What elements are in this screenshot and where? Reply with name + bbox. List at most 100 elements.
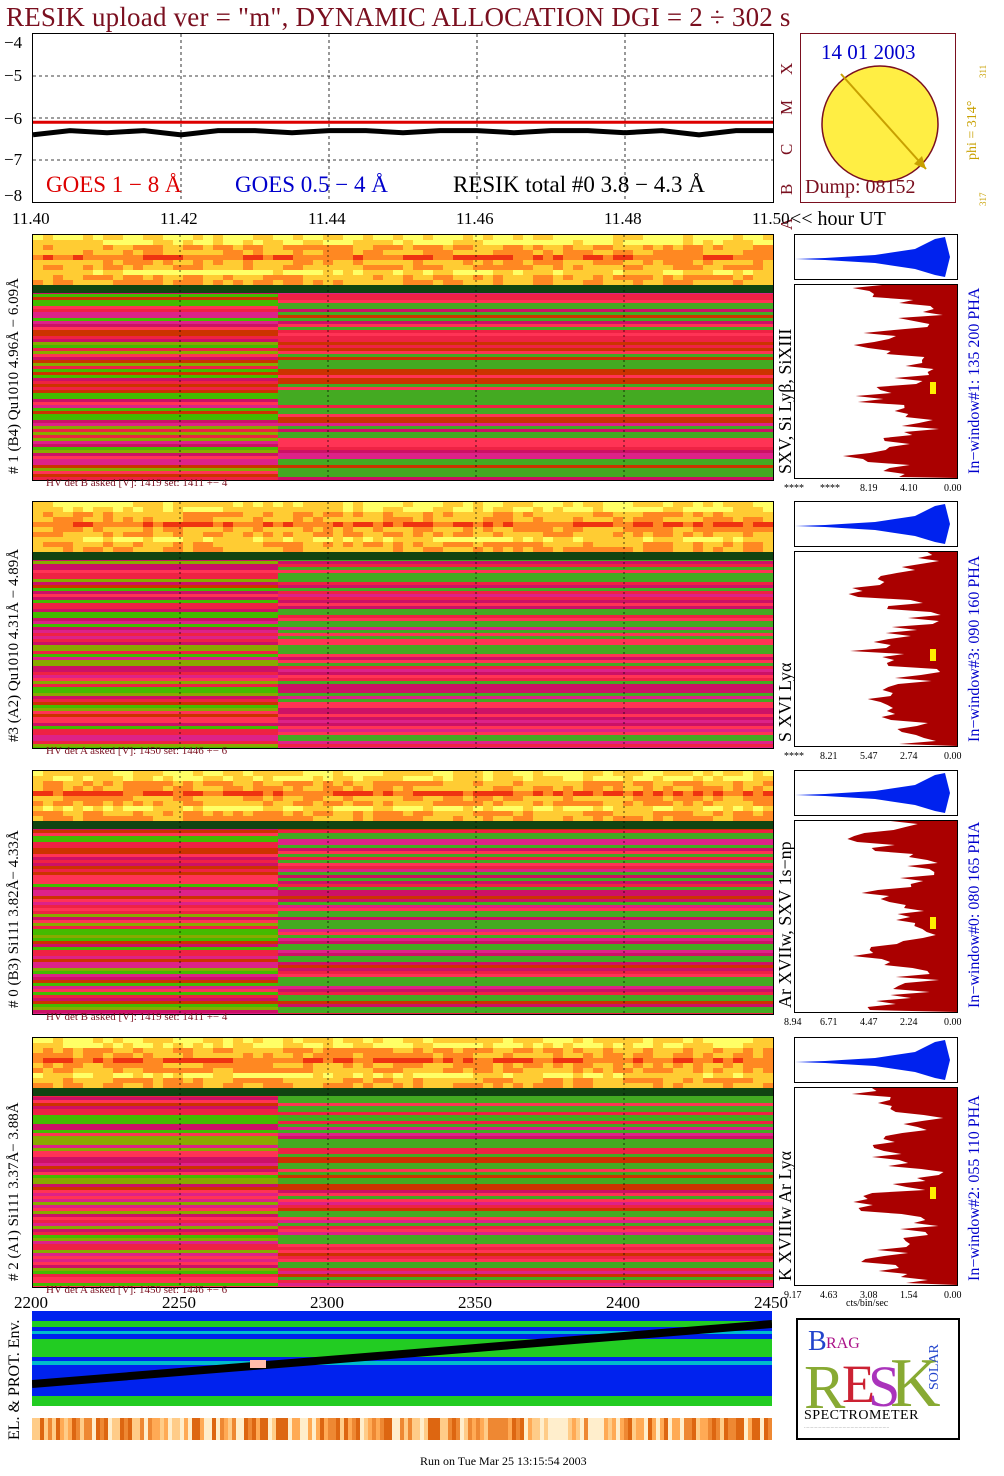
- heat-cell: [43, 255, 53, 260]
- stripe-right: [278, 1172, 773, 1175]
- heat-cell: [643, 1068, 653, 1073]
- heat-cell: [683, 512, 693, 517]
- heat-cell: [603, 1068, 613, 1073]
- heat-cell: [603, 542, 613, 547]
- heat-strip-cell: [736, 1418, 740, 1440]
- heat-cell: [483, 275, 493, 280]
- heat-cell: [193, 811, 203, 816]
- heat-cell: [213, 275, 223, 280]
- heat-cell: [693, 527, 703, 532]
- heat-cell: [433, 240, 443, 245]
- heat-cell: [353, 270, 363, 275]
- heat-cell: [733, 522, 743, 527]
- heat-cell: [653, 796, 663, 801]
- heat-cell: [483, 781, 493, 786]
- heat-cell: [303, 1063, 313, 1068]
- heat-cell: [123, 265, 133, 270]
- heat-cell: [183, 1058, 193, 1063]
- stripe-right: [278, 702, 773, 705]
- heat-cell: [93, 796, 103, 801]
- goes-plot: [32, 33, 774, 203]
- heat-cell: [483, 235, 493, 240]
- heat-cell: [203, 1058, 213, 1063]
- heat-cell: [343, 532, 353, 537]
- heat-cell: [93, 1063, 103, 1068]
- heat-cell: [653, 265, 663, 270]
- heat-cell: [63, 1068, 73, 1073]
- heat-cell: [603, 275, 613, 280]
- heat-cell: [623, 1068, 633, 1073]
- heat-cell: [473, 542, 483, 547]
- heat-cell: [523, 1043, 533, 1048]
- heat-cell: [63, 522, 73, 527]
- heat-cell: [283, 250, 293, 255]
- heat-cell: [413, 260, 423, 265]
- heat-cell: [293, 527, 303, 532]
- heat-cell: [33, 1053, 43, 1058]
- heat-cell: [173, 1078, 183, 1083]
- heat-cell: [133, 796, 143, 801]
- heat-cell: [243, 270, 253, 275]
- heat-cell: [703, 771, 713, 776]
- heat-cell: [283, 1038, 293, 1043]
- heat-cell: [353, 811, 363, 816]
- heat-strip-cell: [100, 1418, 104, 1440]
- heat-cell: [443, 801, 453, 806]
- stripe-right: [278, 714, 773, 717]
- stripe-right: [278, 735, 773, 738]
- heat-cell: [743, 1048, 753, 1053]
- heat-cell: [493, 507, 503, 512]
- stripe-left: [33, 294, 278, 297]
- heat-cell: [673, 1053, 683, 1058]
- heat-cell: [593, 547, 603, 552]
- heat-cell: [743, 1083, 753, 1088]
- heat-cell: [263, 250, 273, 255]
- heat-cell: [133, 1058, 143, 1063]
- heat-cell: [213, 776, 223, 781]
- heat-cell: [613, 1038, 623, 1043]
- heat-cell: [73, 245, 83, 250]
- heat-cell: [673, 786, 683, 791]
- heat-cell: [503, 512, 513, 517]
- heat-cell: [173, 512, 183, 517]
- heat-cell: [473, 275, 483, 280]
- heat-cell: [543, 1068, 553, 1073]
- heat-cell: [173, 1073, 183, 1078]
- heat-cell: [263, 771, 273, 776]
- heat-cell: [423, 1048, 433, 1053]
- heat-cell: [673, 275, 683, 280]
- heat-cell: [353, 816, 363, 821]
- heat-strip-cell: [68, 1418, 72, 1440]
- heat-cell: [493, 512, 503, 517]
- heat-cell: [53, 811, 63, 816]
- heat-cell: [333, 801, 343, 806]
- stripe-right: [278, 1250, 773, 1253]
- heat-cell: [163, 806, 173, 811]
- heat-cell: [183, 517, 193, 522]
- heat-cell: [673, 791, 683, 796]
- heat-cell: [233, 507, 243, 512]
- heat-cell: [573, 502, 583, 507]
- heat-cell: [343, 265, 353, 270]
- heat-cell: [673, 240, 683, 245]
- heat-cell: [533, 1038, 543, 1043]
- heat-cell: [273, 781, 283, 786]
- heat-cell: [203, 1078, 213, 1083]
- heat-cell: [163, 801, 173, 806]
- heat-cell: [163, 796, 173, 801]
- stripe-left: [33, 884, 278, 887]
- heat-cell: [383, 771, 393, 776]
- heat-cell: [243, 791, 253, 796]
- heat-cell: [573, 771, 583, 776]
- heat-cell: [193, 791, 203, 796]
- heat-cell: [503, 522, 513, 527]
- heat-cell: [213, 250, 223, 255]
- heat-cell: [573, 240, 583, 245]
- heat-cell: [513, 771, 523, 776]
- heat-cell: [263, 806, 273, 811]
- stripe-left: [33, 714, 278, 717]
- time-tick-1: 11.42: [160, 209, 198, 228]
- heat-cell: [443, 542, 453, 547]
- heat-cell: [343, 1043, 353, 1048]
- heat-cell: [343, 1073, 353, 1078]
